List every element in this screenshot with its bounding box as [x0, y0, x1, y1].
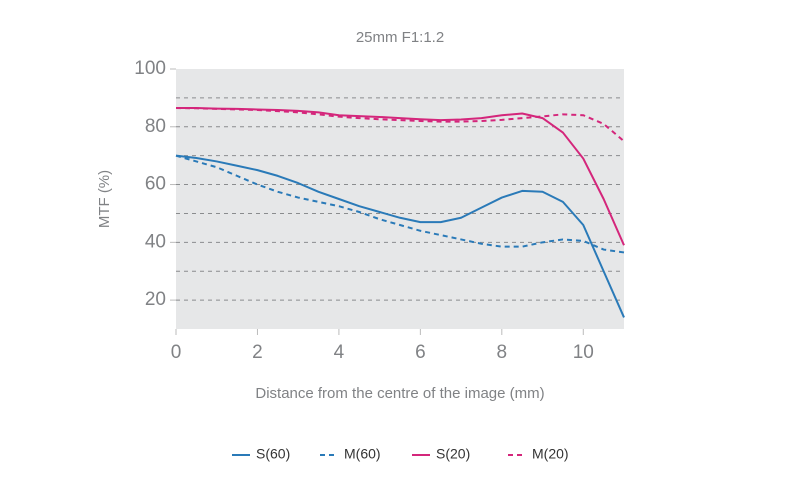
plot-area	[176, 69, 624, 329]
y-axis-label: MTF (%)	[96, 170, 113, 228]
x-tick-label: 4	[334, 342, 345, 363]
legend-label: M(60)	[344, 446, 381, 462]
x-tick-label: 8	[497, 342, 508, 363]
y-tick-label: 80	[145, 116, 166, 137]
chart-title: 25mm F1:1.2	[356, 29, 444, 46]
y-tick-label: 40	[145, 231, 166, 252]
y-tick-label: 20	[145, 289, 166, 310]
x-tick-label: 0	[171, 342, 182, 363]
series-line	[175, 154, 625, 318]
x-tick-label: 2	[252, 342, 263, 363]
y-tick-label: 60	[145, 174, 166, 195]
x-axis-label: Distance from the centre of the image (m…	[255, 385, 544, 402]
legend-label: S(60)	[256, 446, 290, 462]
series-line	[175, 154, 625, 254]
legend-label: S(20)	[436, 446, 470, 462]
x-tick-label: 6	[415, 342, 426, 363]
legend-label: M(20)	[532, 446, 569, 462]
y-tick-label: 100	[134, 58, 166, 79]
x-tick-label: 10	[573, 342, 594, 363]
series-line	[175, 107, 625, 142]
